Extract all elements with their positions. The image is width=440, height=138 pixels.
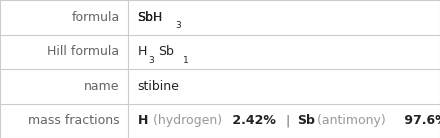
Text: Hill formula: Hill formula — [48, 45, 120, 58]
Text: SbH: SbH — [138, 11, 163, 24]
Text: 97.6%: 97.6% — [400, 114, 440, 127]
Text: Sb: Sb — [158, 45, 174, 58]
Text: Sb: Sb — [297, 114, 315, 127]
Text: 1: 1 — [183, 56, 189, 65]
Text: (antimony): (antimony) — [312, 114, 385, 127]
Text: (hydrogen): (hydrogen) — [149, 114, 222, 127]
Text: 2.42%: 2.42% — [228, 114, 276, 127]
Text: 3: 3 — [175, 21, 181, 30]
Text: SbH: SbH — [138, 11, 163, 24]
Text: formula: formula — [71, 11, 120, 24]
Text: SbH: SbH — [138, 11, 163, 24]
Text: mass fractions: mass fractions — [28, 114, 120, 127]
Text: |: | — [278, 114, 290, 127]
Text: stibine: stibine — [138, 80, 180, 93]
Text: name: name — [84, 80, 120, 93]
Text: H: H — [138, 45, 147, 58]
Text: 3: 3 — [149, 56, 154, 65]
Text: H: H — [138, 114, 148, 127]
